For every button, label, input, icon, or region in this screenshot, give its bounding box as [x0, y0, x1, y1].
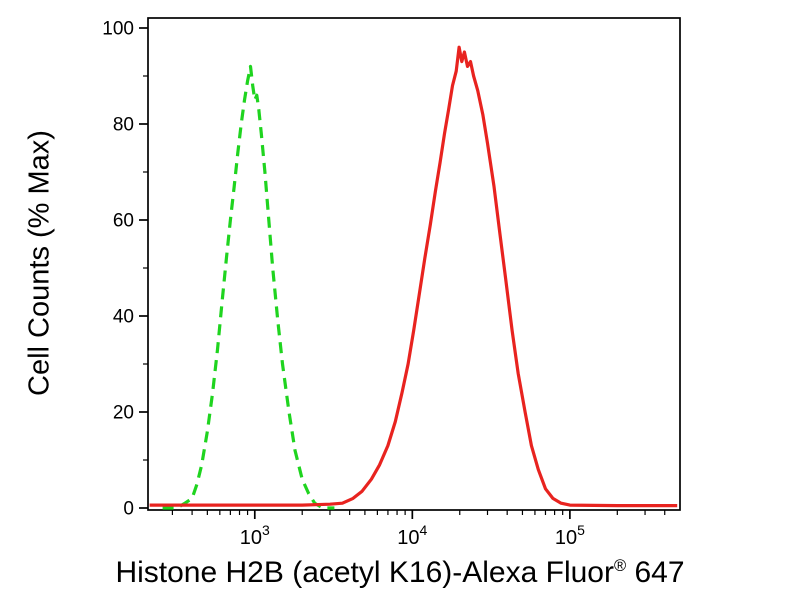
y-tick-label: 40: [113, 307, 134, 328]
y-tick-label: 0: [123, 499, 134, 520]
histone-h2b-acetyl-k16-stained-curve: [149, 45, 678, 508]
y-tick-label: 20: [113, 403, 134, 424]
x-tick-label: 105: [555, 522, 585, 549]
y-tick-label: 80: [113, 115, 134, 136]
y-axis-title: Cell Counts (% Max): [23, 130, 56, 396]
x-axis-title-suffix: 647: [626, 556, 685, 589]
y-tick-label: 60: [113, 211, 134, 232]
x-tick-label: 103: [240, 522, 270, 549]
x-axis-title-main: Histone H2B (acetyl K16)-Alexa Fluor: [115, 556, 614, 589]
x-tick-label: 104: [397, 522, 427, 549]
x-axis-title: Histone H2B (acetyl K16)-Alexa Fluor® 64…: [0, 556, 800, 590]
y-tick-label: 100: [102, 19, 134, 40]
negative-control-curve: [162, 64, 335, 510]
registered-trademark-superscript: ®: [613, 557, 627, 575]
plot-frame: [147, 17, 681, 511]
